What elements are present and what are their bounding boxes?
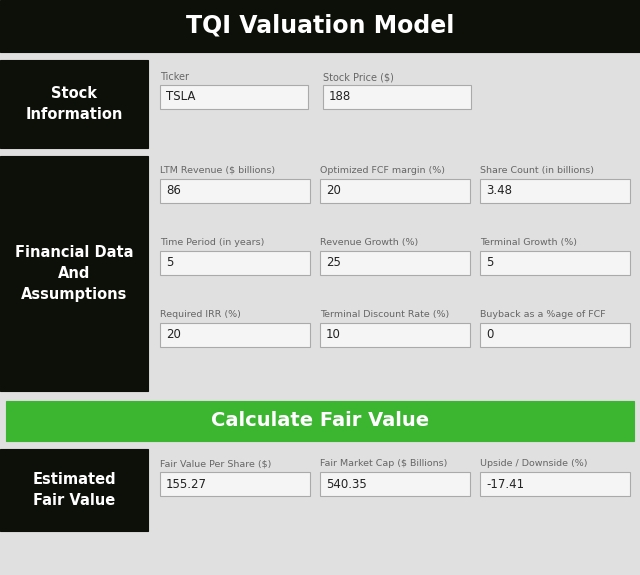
Text: 20: 20 bbox=[166, 328, 181, 342]
Text: Stock Price ($): Stock Price ($) bbox=[323, 72, 394, 82]
FancyBboxPatch shape bbox=[480, 323, 630, 347]
FancyBboxPatch shape bbox=[160, 323, 310, 347]
FancyBboxPatch shape bbox=[480, 179, 630, 203]
Text: 86: 86 bbox=[166, 185, 181, 197]
FancyBboxPatch shape bbox=[320, 472, 470, 496]
Text: Ticker: Ticker bbox=[160, 72, 189, 82]
Text: -17.41: -17.41 bbox=[486, 477, 524, 490]
FancyBboxPatch shape bbox=[0, 449, 148, 531]
Text: Calculate Fair Value: Calculate Fair Value bbox=[211, 412, 429, 431]
Text: 540.35: 540.35 bbox=[326, 477, 367, 490]
FancyBboxPatch shape bbox=[160, 251, 310, 275]
Text: Estimated
Fair Value: Estimated Fair Value bbox=[32, 472, 116, 508]
Text: 20: 20 bbox=[326, 185, 341, 197]
FancyBboxPatch shape bbox=[0, 0, 640, 52]
FancyBboxPatch shape bbox=[160, 179, 310, 203]
FancyBboxPatch shape bbox=[320, 251, 470, 275]
Text: 25: 25 bbox=[326, 256, 341, 270]
Text: Fair Value Per Share ($): Fair Value Per Share ($) bbox=[160, 459, 271, 468]
Text: Buyback as a %age of FCF: Buyback as a %age of FCF bbox=[480, 310, 605, 319]
FancyBboxPatch shape bbox=[6, 401, 634, 441]
FancyBboxPatch shape bbox=[0, 156, 148, 391]
Text: Required IRR (%): Required IRR (%) bbox=[160, 310, 241, 319]
Text: 5: 5 bbox=[486, 256, 493, 270]
Text: 188: 188 bbox=[329, 90, 351, 104]
Text: 10: 10 bbox=[326, 328, 341, 342]
FancyBboxPatch shape bbox=[320, 179, 470, 203]
Text: TSLA: TSLA bbox=[166, 90, 195, 104]
FancyBboxPatch shape bbox=[480, 472, 630, 496]
Text: Optimized FCF margin (%): Optimized FCF margin (%) bbox=[320, 166, 445, 175]
FancyBboxPatch shape bbox=[160, 85, 308, 109]
Text: Revenue Growth (%): Revenue Growth (%) bbox=[320, 238, 419, 247]
Text: Time Period (in years): Time Period (in years) bbox=[160, 238, 264, 247]
Text: Upside / Downside (%): Upside / Downside (%) bbox=[480, 459, 588, 468]
Text: Financial Data
And
Assumptions: Financial Data And Assumptions bbox=[15, 245, 133, 302]
Text: TQI Valuation Model: TQI Valuation Model bbox=[186, 14, 454, 38]
Text: Terminal Growth (%): Terminal Growth (%) bbox=[480, 238, 577, 247]
FancyBboxPatch shape bbox=[0, 60, 148, 148]
Text: Terminal Discount Rate (%): Terminal Discount Rate (%) bbox=[320, 310, 449, 319]
FancyBboxPatch shape bbox=[480, 251, 630, 275]
Text: 5: 5 bbox=[166, 256, 173, 270]
Text: Fair Market Cap ($ Billions): Fair Market Cap ($ Billions) bbox=[320, 459, 447, 468]
Text: LTM Revenue ($ billions): LTM Revenue ($ billions) bbox=[160, 166, 275, 175]
FancyBboxPatch shape bbox=[323, 85, 471, 109]
Text: 3.48: 3.48 bbox=[486, 185, 512, 197]
FancyBboxPatch shape bbox=[320, 323, 470, 347]
Text: Stock
Information: Stock Information bbox=[26, 86, 123, 122]
Text: Share Count (in billions): Share Count (in billions) bbox=[480, 166, 594, 175]
FancyBboxPatch shape bbox=[160, 472, 310, 496]
Text: 155.27: 155.27 bbox=[166, 477, 207, 490]
Text: 0: 0 bbox=[486, 328, 493, 342]
